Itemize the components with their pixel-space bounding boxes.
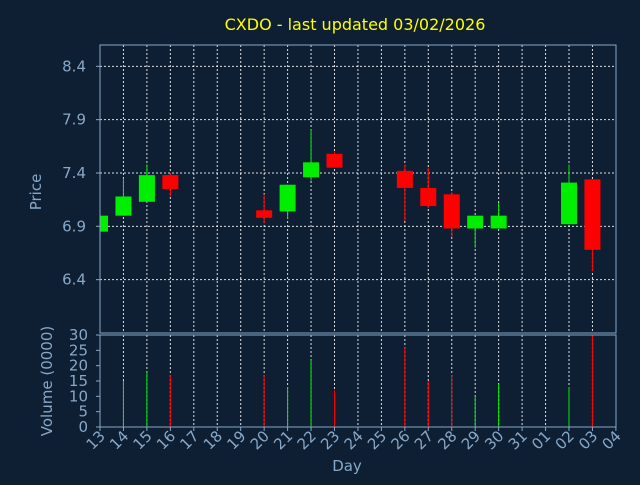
x-axis-title: Day [332, 457, 362, 475]
price-tick-label: 7.9 [62, 111, 86, 129]
candle-body [490, 215, 507, 229]
candle-body [279, 184, 296, 212]
candle-body [115, 196, 132, 216]
x-tick-label: 27 [411, 427, 437, 453]
candle-body [467, 215, 484, 229]
x-tick-label: 20 [247, 427, 273, 453]
price-panel-frame [99, 44, 617, 334]
x-axis: 1314151617181920212223242526272829303101… [83, 427, 625, 453]
x-tick-label: 29 [458, 427, 484, 453]
volume-tick-label: 5 [78, 403, 88, 421]
volume-tick-label: 20 [69, 357, 88, 375]
volume-tick-label: 30 [69, 326, 88, 344]
x-tick-label: 19 [223, 427, 249, 453]
candle-body [138, 175, 155, 202]
x-tick-label: 01 [528, 427, 554, 453]
x-tick-label: 26 [387, 427, 413, 453]
candle-body [584, 179, 601, 250]
candle-body [100, 215, 108, 232]
volume-axis-title: Volume (0000) [38, 326, 56, 436]
x-tick-label: 15 [129, 427, 155, 453]
chart-title: CXDO - last updated 03/02/2026 [225, 15, 486, 34]
volume-tick-label: 15 [69, 372, 88, 390]
candle-body [256, 210, 273, 218]
x-tick-label: 21 [270, 427, 296, 453]
price-panel: 6.4 6.9 7.4 7.9 8.4 [62, 44, 617, 334]
x-tick-label: 24 [341, 427, 367, 453]
x-tick-label: 14 [106, 427, 132, 453]
x-tick-label: 17 [176, 427, 202, 453]
volume-tick-label: 25 [69, 341, 88, 359]
candle-body [162, 175, 179, 189]
price-tick-label: 7.4 [62, 164, 86, 182]
price-tick-label: 6.9 [62, 217, 86, 235]
price-tick-label: 6.4 [62, 271, 86, 289]
x-tick-label: 04 [598, 427, 624, 453]
candle-body [326, 153, 343, 168]
x-tick-label: 03 [575, 427, 601, 453]
price-axis-title: Price [27, 174, 45, 211]
x-tick-label: 02 [552, 427, 578, 453]
candle-body [303, 162, 320, 178]
x-tick-label: 22 [294, 427, 320, 453]
x-tick-label: 28 [434, 427, 460, 453]
volume-tick-label: 0 [78, 418, 88, 436]
candle-body [561, 182, 577, 225]
candle-body [420, 187, 437, 207]
candle-body [443, 194, 460, 229]
volume-tick-label: 10 [69, 387, 88, 405]
x-tick-label: 18 [200, 427, 226, 453]
candle-body [396, 170, 413, 188]
x-tick-label: 25 [364, 427, 390, 453]
x-tick-label: 31 [505, 427, 531, 453]
x-tick-label: 16 [153, 427, 179, 453]
x-tick-label: 30 [481, 427, 507, 453]
price-tick-label: 8.4 [62, 57, 86, 75]
candles-group [100, 129, 601, 272]
x-tick-label: 23 [317, 427, 343, 453]
